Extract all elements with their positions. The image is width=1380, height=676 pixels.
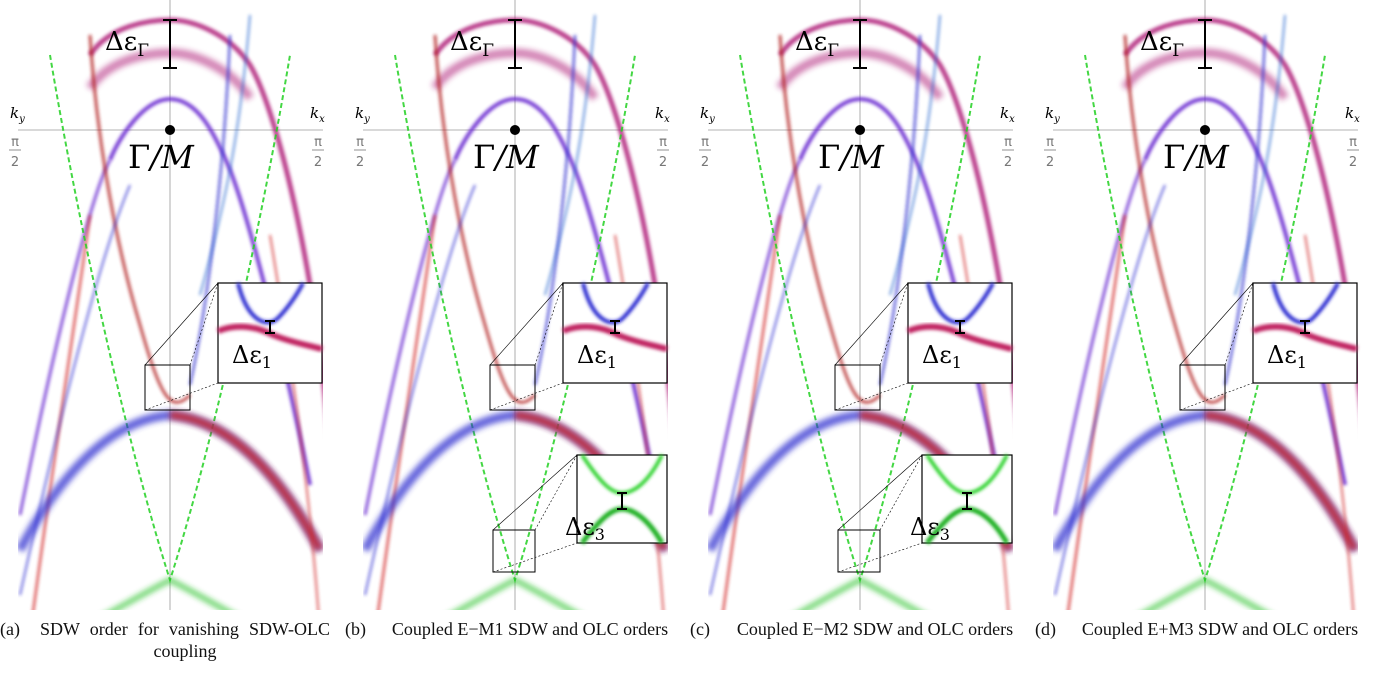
- kx-axis-label: kx: [655, 104, 670, 125]
- gamma-point-marker: [855, 125, 865, 135]
- gamma-point-marker: [1200, 125, 1210, 135]
- left-pi-denominator: 2: [11, 155, 19, 170]
- delta-eps-1-label: Δε1: [577, 341, 617, 372]
- caption-c: (c) Coupled E−M2 SDW and OLC orders: [690, 619, 1014, 639]
- delta-eps-3-label: Δε3: [910, 513, 950, 544]
- right-pi-numerator: π: [1349, 135, 1357, 150]
- gamma-point-marker: [165, 125, 175, 135]
- left-pi-denominator: 2: [356, 155, 364, 170]
- panel-d: ΔεΓ Γ/M ky kx π 2 π 2 Δε1: [1044, 0, 1360, 610]
- gamma-m-point-label: Γ/M: [818, 138, 885, 176]
- ky-axis-label: ky: [700, 104, 715, 125]
- delta-gamma-bar: [163, 19, 177, 69]
- gamma-m-point-label: Γ/M: [473, 138, 540, 176]
- left-pi-numerator: π: [1046, 135, 1054, 150]
- right-pi-denominator: 2: [1004, 155, 1012, 170]
- delta-eps-3-label: Δε3: [565, 513, 605, 544]
- left-pi-numerator: π: [356, 135, 364, 150]
- delta-gamma-label: ΔεΓ: [105, 27, 149, 61]
- right-pi-denominator: 2: [659, 155, 667, 170]
- delta-eps-1-label: Δε1: [1267, 341, 1307, 372]
- delta-gamma-label: ΔεΓ: [795, 27, 839, 61]
- left-pi-numerator: π: [11, 135, 19, 150]
- ky-axis-label: ky: [355, 104, 370, 125]
- kx-axis-label: kx: [1000, 104, 1015, 125]
- right-pi-denominator: 2: [314, 155, 322, 170]
- left-pi-denominator: 2: [701, 155, 709, 170]
- left-pi-denominator: 2: [1046, 155, 1054, 170]
- right-pi-denominator: 2: [1349, 155, 1357, 170]
- kx-axis-label: kx: [1345, 104, 1360, 125]
- left-pi-numerator: π: [701, 135, 709, 150]
- inset-delta-eps-1: Δε1: [489, 282, 668, 411]
- gamma-m-point-label: Γ/M: [128, 138, 195, 176]
- caption-b: (b) Coupled E−M1 SDW and OLC orders: [345, 619, 669, 639]
- caption-a: (a) SDW order for vanishing SDW-OLC coup…: [0, 619, 330, 661]
- right-pi-numerator: π: [659, 135, 667, 150]
- ky-axis-label: ky: [1045, 104, 1060, 125]
- delta-gamma-bar: [1198, 19, 1212, 69]
- panel-a: ΔεΓ Γ/M ky kx π 2 π 2 Δε1: [9, 0, 325, 610]
- gamma-point-marker: [510, 125, 520, 135]
- ky-axis-label: ky: [10, 104, 25, 125]
- panel-b: ΔεΓ Γ/M ky kx π 2 π 2 Δε1 Δε3: [354, 0, 670, 610]
- right-pi-numerator: π: [1004, 135, 1012, 150]
- inset-delta-eps-1: Δε1: [1179, 282, 1358, 411]
- inset-delta-eps-1: Δε1: [834, 282, 1013, 411]
- caption-d: (d) Coupled E+M3 SDW and OLC orders: [1035, 619, 1359, 639]
- delta-eps-1-label: Δε1: [922, 341, 962, 372]
- inset-delta-eps-1: Δε1: [144, 282, 323, 411]
- delta-gamma-bar: [853, 19, 867, 69]
- panel-c: ΔεΓ Γ/M ky kx π 2 π 2 Δε1 Δε3: [699, 0, 1015, 610]
- gamma-m-point-label: Γ/M: [1163, 138, 1230, 176]
- right-pi-numerator: π: [314, 135, 322, 150]
- inset-delta-eps-3: Δε3: [837, 454, 1013, 573]
- delta-gamma-bar: [508, 19, 522, 69]
- inset-delta-eps-3: Δε3: [492, 454, 668, 573]
- delta-eps-1-label: Δε1: [232, 341, 272, 372]
- kx-axis-label: kx: [310, 104, 325, 125]
- delta-gamma-label: ΔεΓ: [450, 27, 494, 61]
- delta-gamma-label: ΔεΓ: [1140, 27, 1184, 61]
